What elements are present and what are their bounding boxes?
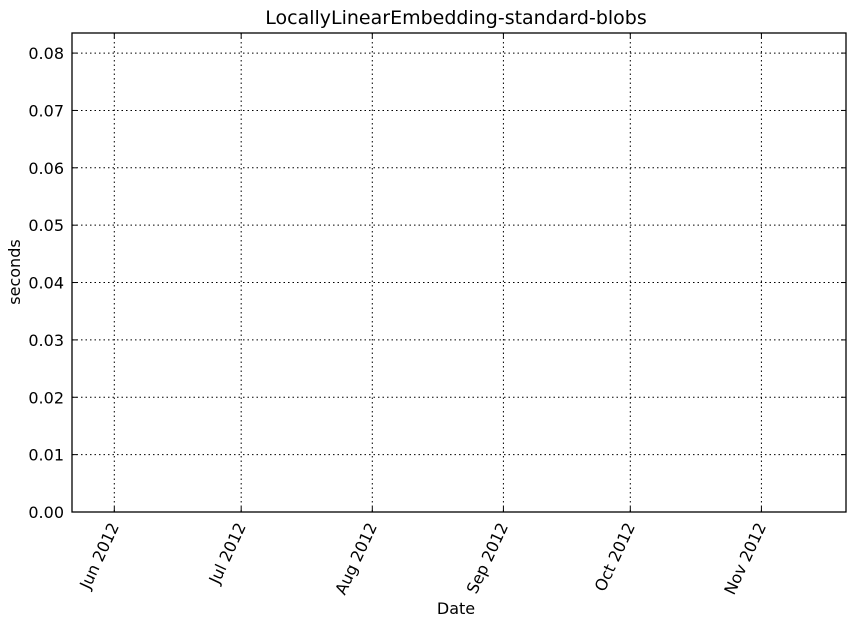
x-tick-label: Jul 2012 <box>205 520 250 588</box>
x-axis-label: Date <box>437 599 475 618</box>
y-tick-labels: 0.00 0.01 0.02 0.03 0.04 0.05 0.06 0.07 0.08 <box>28 44 64 522</box>
y-tick-label: 0.07 <box>28 101 64 120</box>
y-tick-label: 0.00 <box>28 503 64 522</box>
ticks <box>72 33 846 513</box>
x-tick-label: Aug 2012 <box>331 520 381 598</box>
x-tick-labels: Jun 2012 Jul 2012 Aug 2012 Sep 2012 Oct 2012… <box>75 520 770 598</box>
y-tick-label: 0.01 <box>28 446 64 465</box>
x-tick-label: Nov 2012 <box>720 520 770 598</box>
x-tick-label: Sep 2012 <box>463 520 512 597</box>
chart-title: LocallyLinearEmbedding-standard-blobs <box>265 7 647 29</box>
y-tick-label: 0.02 <box>28 388 64 407</box>
grid <box>72 33 846 512</box>
y-tick-label: 0.05 <box>28 216 64 235</box>
y-tick-label: 0.04 <box>28 274 64 293</box>
x-tick-label: Oct 2012 <box>591 520 639 595</box>
x-tick-label: Jun 2012 <box>75 520 123 593</box>
y-tick-label: 0.06 <box>28 159 64 178</box>
plot-frame <box>71 32 847 513</box>
y-tick-label: 0.03 <box>28 331 64 350</box>
y-tick-label: 0.08 <box>28 44 64 63</box>
y-axis-label: seconds <box>5 239 24 304</box>
